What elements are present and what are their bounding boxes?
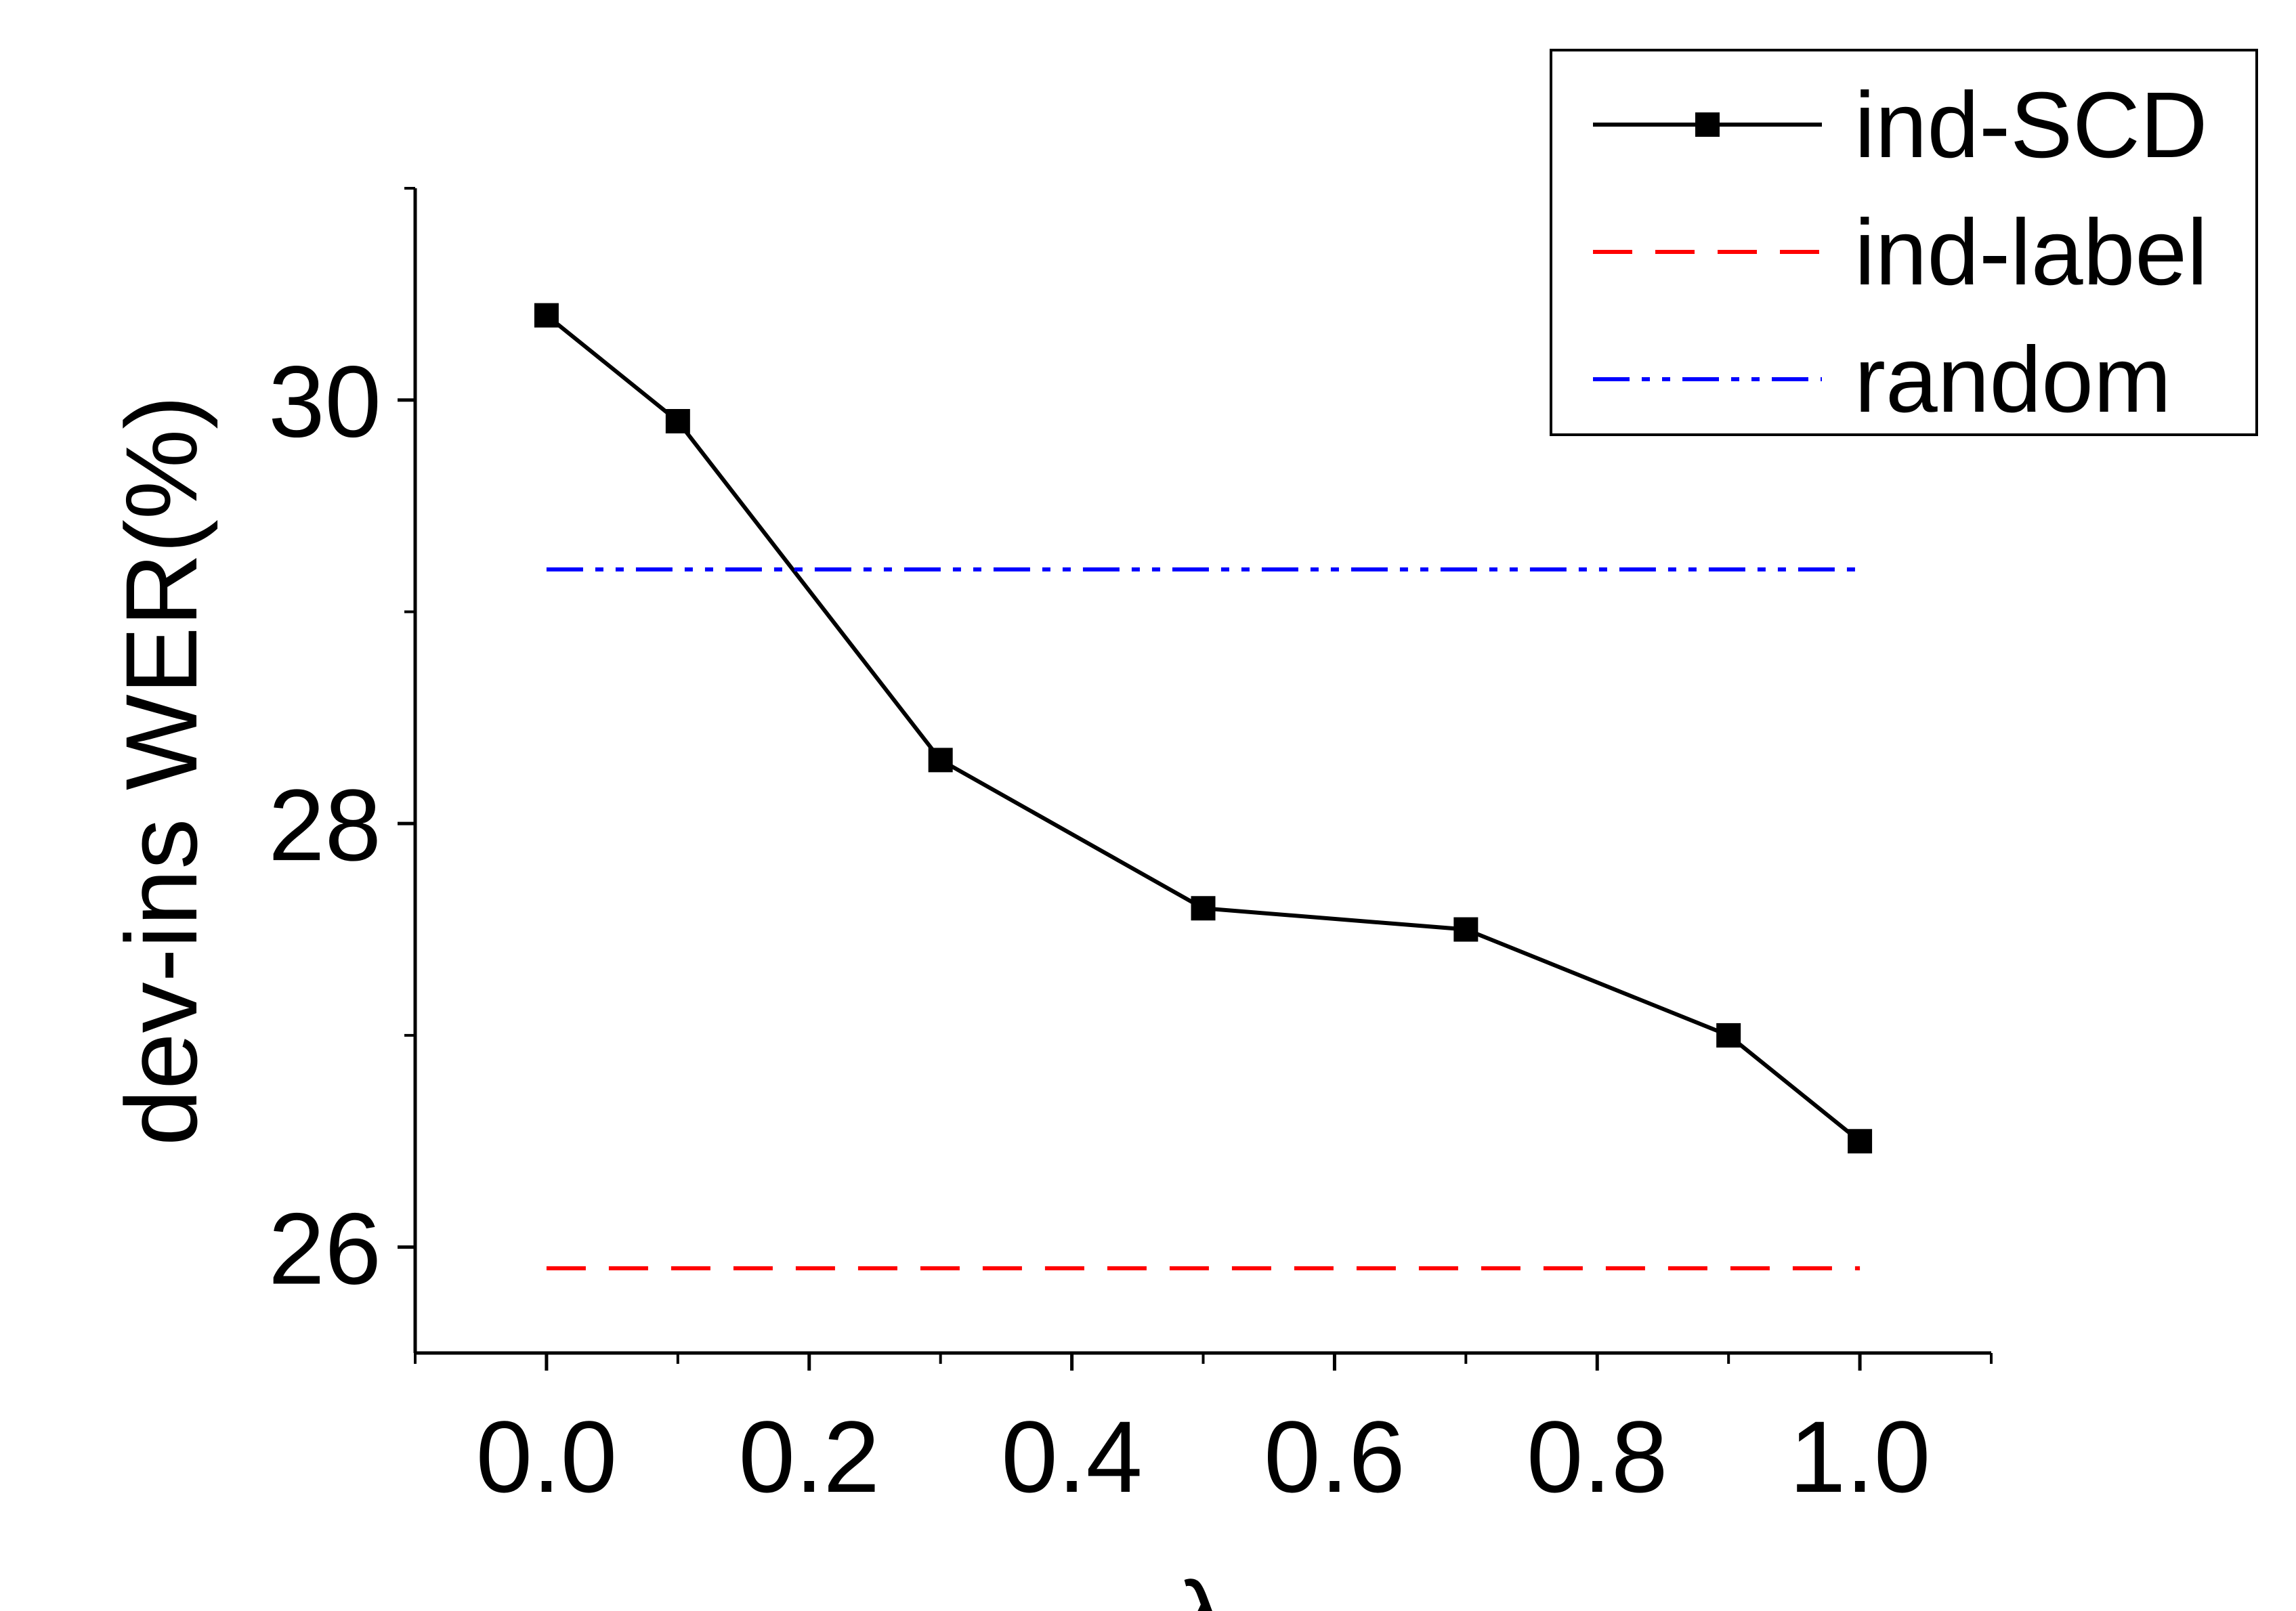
- data-point-ind-SCD: [1848, 1129, 1873, 1154]
- x-tick-label: 0.6: [1264, 1400, 1405, 1513]
- x-tick-label: 0.2: [738, 1400, 880, 1513]
- y-tick-label: 28: [268, 768, 381, 882]
- legend: ind-SCD ind-label random: [1550, 49, 2258, 436]
- data-point-ind-SCD: [665, 409, 690, 433]
- data-point-ind-SCD: [928, 748, 953, 773]
- x-axis-title: λ: [1178, 1560, 1229, 1611]
- x-tick-label: 0.0: [476, 1400, 618, 1513]
- data-point-ind-SCD: [1191, 896, 1216, 921]
- data-point-ind-SCD: [1716, 1023, 1741, 1048]
- legend-label-ind-label: ind-label: [1854, 200, 2208, 305]
- legend-box: [1550, 49, 2258, 436]
- y-axis-title: dev-ins WER(%): [104, 395, 218, 1146]
- data-point-ind-SCD: [1453, 917, 1479, 942]
- y-tick-label: 30: [268, 345, 381, 458]
- series-layer: [534, 303, 1873, 1270]
- y-tick-label: 26: [268, 1192, 381, 1306]
- legend-entries: ind-SCD ind-label random: [1593, 73, 2208, 432]
- x-tick-label: 0.4: [1001, 1400, 1143, 1513]
- x-ticks: 0.0 0.2 0.4 0.6 0.8 1.0: [414, 1353, 1993, 1513]
- legend-label-random: random: [1854, 328, 2171, 432]
- data-point-ind-SCD: [534, 303, 559, 328]
- legend-label-ind-SCD: ind-SCD: [1854, 73, 2207, 177]
- x-tick-label: 0.8: [1527, 1400, 1668, 1513]
- x-tick-label: 1.0: [1789, 1400, 1931, 1513]
- y-ticks: 26 28 30: [268, 187, 415, 1306]
- legend-marker-ind-SCD: [1695, 112, 1720, 137]
